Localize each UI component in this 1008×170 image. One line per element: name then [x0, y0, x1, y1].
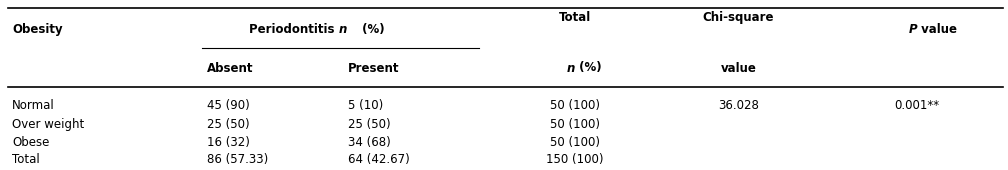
Text: 25 (50): 25 (50)	[348, 118, 390, 131]
Text: Chi-square: Chi-square	[703, 11, 774, 24]
Text: 36.028: 36.028	[718, 99, 759, 112]
Text: value: value	[917, 23, 958, 36]
Text: 64 (42.67): 64 (42.67)	[348, 153, 409, 166]
Text: 50 (100): 50 (100)	[549, 118, 600, 131]
Text: 34 (68): 34 (68)	[348, 136, 390, 149]
Text: Total: Total	[12, 153, 40, 166]
Text: Total: Total	[558, 11, 591, 24]
Text: 45 (90): 45 (90)	[207, 99, 249, 112]
Text: n: n	[566, 62, 575, 74]
Text: 25 (50): 25 (50)	[207, 118, 249, 131]
Text: Obesity: Obesity	[12, 23, 62, 36]
Text: Present: Present	[348, 62, 399, 74]
Text: Absent: Absent	[207, 62, 253, 74]
Text: value: value	[721, 62, 756, 74]
Text: 5 (10): 5 (10)	[348, 99, 383, 112]
Text: Over weight: Over weight	[12, 118, 85, 131]
Text: P: P	[908, 23, 917, 36]
Text: Periodontitis: Periodontitis	[249, 23, 343, 36]
Text: 86 (57.33): 86 (57.33)	[207, 153, 268, 166]
Text: 50 (100): 50 (100)	[549, 99, 600, 112]
Text: (%): (%)	[575, 62, 601, 74]
Text: 16 (32): 16 (32)	[207, 136, 250, 149]
Text: Normal: Normal	[12, 99, 54, 112]
Text: 50 (100): 50 (100)	[549, 136, 600, 149]
Text: (%): (%)	[358, 23, 384, 36]
Text: 0.001**: 0.001**	[895, 99, 939, 112]
Text: Obese: Obese	[12, 136, 49, 149]
Text: 150 (100): 150 (100)	[545, 153, 604, 166]
Text: n: n	[339, 23, 347, 36]
